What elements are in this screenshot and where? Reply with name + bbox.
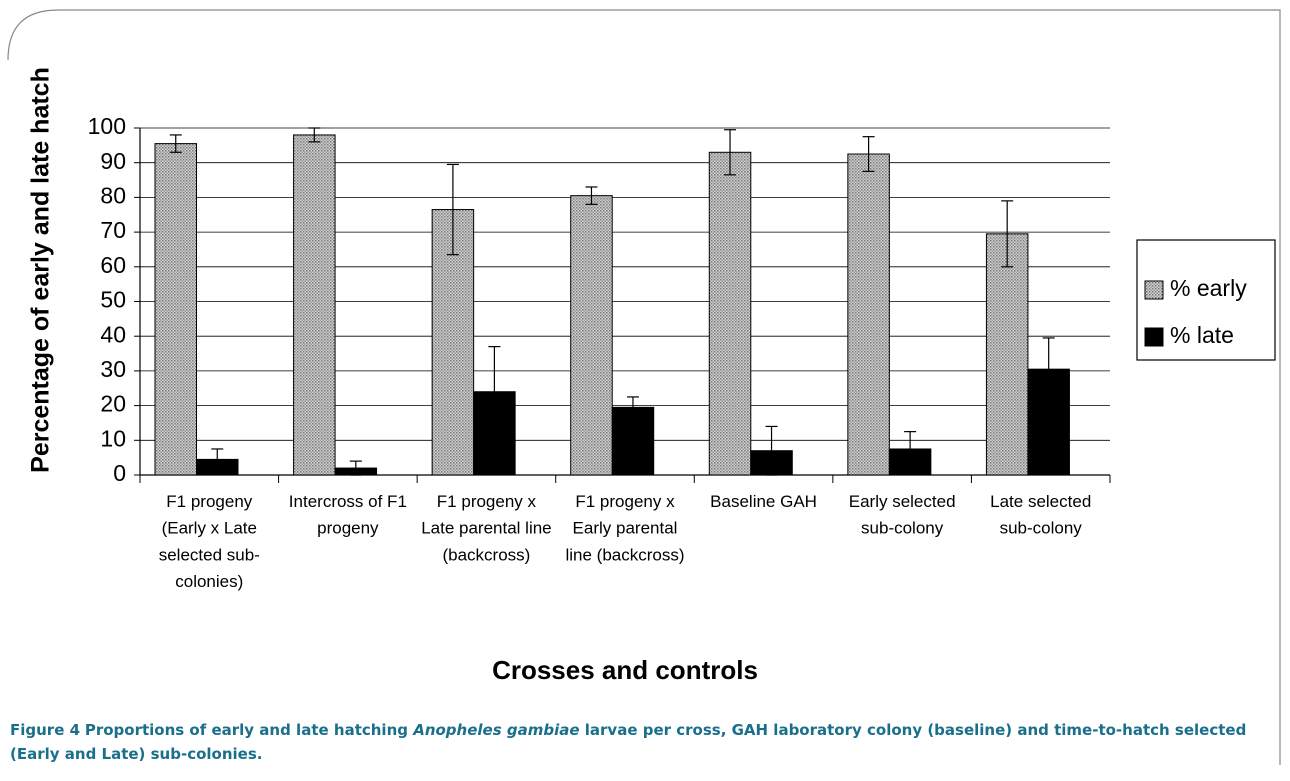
x-tick-line: Late parental line	[421, 519, 551, 538]
bar	[570, 195, 613, 476]
y-tick-label: 90	[100, 148, 126, 174]
x-tick-label: Late selected sub-colony	[990, 492, 1091, 538]
bar	[847, 153, 890, 476]
x-tick-line: Early selected	[849, 492, 956, 511]
error-bar	[765, 425, 778, 476]
y-tick-label: 50	[100, 287, 126, 313]
y-tick-label: 70	[100, 217, 126, 243]
error-bar	[446, 163, 459, 256]
frame	[7, 9, 1281, 765]
y-axis-label: Percentage of early and late hatch	[27, 67, 55, 473]
x-tick-line: selected sub-	[159, 546, 260, 565]
error-bar	[862, 136, 875, 172]
x-tick-line: Late selected	[990, 492, 1091, 511]
legend-label: % late	[1170, 322, 1234, 348]
x-tick-line: F1 progeny x	[437, 492, 537, 511]
error-bar	[349, 460, 362, 476]
error-bar	[211, 448, 224, 471]
caption-text: Proportions of early and late hatching	[84, 721, 414, 739]
error-bar	[1001, 200, 1014, 268]
caption-species: Anopheles gambiae	[413, 721, 580, 739]
x-tick-label: F1 progeny x Late parental line (backcross…	[421, 492, 551, 564]
x-tick-line: Early parental	[573, 519, 678, 538]
y-tick-label: 40	[100, 321, 126, 347]
error-bar	[724, 129, 737, 176]
bar	[154, 143, 197, 476]
x-tick-line: F1 progeny	[166, 492, 252, 511]
x-tick-line: (backcross)	[442, 546, 530, 565]
x-tick-line: sub-colony	[1000, 519, 1083, 538]
x-axis-label: Crosses and controls	[492, 655, 758, 685]
x-tick-label: Intercross of F1 progeny	[289, 492, 407, 538]
error-bar	[1042, 337, 1055, 401]
y-tick-label: 60	[100, 252, 126, 278]
x-tick-line: line (backcross)	[565, 546, 684, 565]
legend-swatch	[1144, 280, 1164, 300]
y-tick-label: 0	[113, 460, 126, 486]
error-bar	[488, 346, 501, 438]
error-bar	[626, 396, 639, 419]
x-tick-line: Intercross of F1	[289, 492, 407, 511]
bar	[293, 134, 336, 476]
x-tick-line: colonies)	[175, 573, 243, 592]
error-bar	[904, 431, 917, 467]
x-tick-label: Early selected sub-colony	[849, 492, 956, 538]
legend-swatch	[1144, 327, 1164, 347]
x-tick-line: F1 progeny x	[575, 492, 675, 511]
y-tick-label: 30	[100, 356, 126, 382]
y-tick-label: 80	[100, 182, 126, 208]
y-tick-label: 100	[88, 113, 126, 139]
x-tick-label: Baseline GAH	[710, 492, 817, 511]
caption-text: larvae per cross, GAH laboratory colony …	[10, 721, 1247, 763]
x-tick-line: (Early x Late	[162, 519, 257, 538]
caption: Figure 4 Proportions of early and late h…	[10, 718, 1278, 766]
x-tick-line: Baseline GAH	[710, 492, 817, 511]
bar	[985, 233, 1029, 476]
error-bar	[585, 186, 598, 205]
error-bar	[308, 127, 321, 143]
caption-label: Figure 4	[10, 721, 81, 739]
x-tick-line: progeny	[317, 519, 379, 538]
x-tick-label: F1 progeny x Early parental line (backcros…	[565, 492, 684, 564]
x-tick-label: F1 progeny (Early x Late selected sub-colo…	[159, 492, 260, 591]
x-tick-line: sub-colony	[861, 519, 944, 538]
legend-label: % early	[1170, 275, 1247, 301]
y-tick-label: 20	[100, 391, 126, 417]
bar	[708, 151, 752, 476]
error-bar	[169, 134, 182, 153]
y-tick-label: 10	[100, 425, 126, 451]
